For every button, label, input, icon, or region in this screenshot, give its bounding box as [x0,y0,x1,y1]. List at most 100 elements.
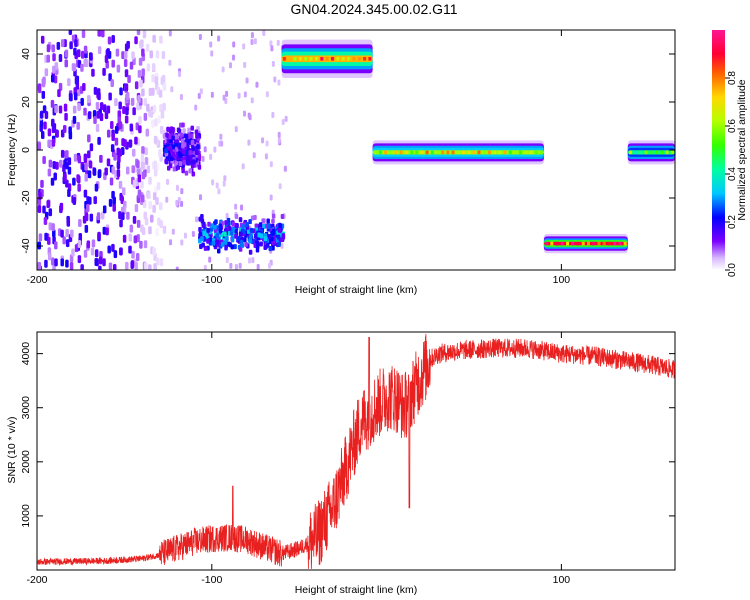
heatmap-cell [54,105,58,114]
heatmap-cell [78,232,83,241]
heatmap-cell [238,217,243,223]
heatmap-cell [247,139,251,146]
heatmap-cell [52,53,56,62]
heatmap-cell [52,160,56,169]
heatmap-cell [250,38,254,45]
heatmap-x-label: Height of straight line (km) [295,284,418,296]
heatmap-cell [127,75,131,84]
heatmap-cell [124,83,129,92]
heatmap-cell [77,103,81,112]
y-tick-label: 2000 [20,450,32,474]
heatmap-cell [96,110,101,119]
heatmap-cell [284,115,288,122]
heatmap-cell [140,153,145,162]
heatmap-cell [293,57,297,61]
heatmap-cell [94,249,99,258]
heatmap-cell [131,148,136,157]
heatmap-cell [277,79,281,86]
heatmap-cell [178,70,182,77]
heatmap-cell [243,237,247,243]
heatmap-cell [136,160,140,169]
heatmap-cell [128,139,133,148]
heatmap-cell [119,247,123,256]
heatmap-cell [63,159,67,168]
heatmap-cell [136,30,141,36]
heatmap-cell [102,67,106,76]
heatmap-cell [111,166,115,175]
heatmap-cell [174,138,178,144]
heatmap-cell [164,152,169,158]
heatmap-cell [40,130,45,139]
heatmap-cell [225,213,229,220]
heatmap-cell [47,252,52,261]
heatmap-cell [119,219,123,228]
heatmap-cell [165,196,169,203]
heatmap-cell [145,43,150,52]
heatmap-cell [283,165,287,172]
heatmap-cell [62,236,66,245]
heatmap-cell [238,246,243,252]
heatmap-cell [117,154,121,163]
heatmap-cell [152,192,157,201]
heatmap-cell [54,241,58,250]
heatmap-cell [143,240,148,249]
heatmap-cell [58,105,63,114]
heatmap-cell [124,115,129,124]
heatmap-cell [137,190,142,199]
heatmap-cell [38,233,43,242]
heatmap-cell [42,156,46,165]
heatmap-cell [153,135,158,144]
heatmap-cell [185,138,190,144]
heatmap-cell [187,156,192,162]
heatmap-cell [84,162,88,171]
heatmap-cell [229,262,233,269]
y-tick-label: -40 [20,238,32,253]
heatmap-cell [72,177,76,186]
heatmap-cell [144,157,149,166]
heatmap-cell [168,59,172,66]
heatmap-cell [73,92,78,101]
heatmap-cell [39,118,44,127]
heatmap-cell [76,121,80,130]
heatmap-cell [357,57,361,61]
heatmap-cell [98,256,103,265]
heatmap-cell [51,118,55,127]
heatmap-cell [76,88,81,97]
colorbar-label: Normalized spectral amplitude [736,79,748,220]
heatmap-cell [280,213,285,219]
heatmap-cell [211,240,216,246]
heatmap-cell [331,57,335,61]
heatmap-cell [281,233,286,239]
heatmap-cell [87,111,92,120]
heatmap-cell [203,146,207,153]
heatmap-cell [201,155,205,162]
heatmap-cell [180,188,184,195]
heatmap-cell [37,261,42,270]
heatmap-cell [655,150,659,155]
heatmap-cell [202,230,206,236]
heatmap-cell [209,237,213,243]
heatmap-cell [425,150,429,155]
heatmap-cell [175,185,179,192]
snr-panel: -200 -100 100 1000 2000 3000 4000 Height of s… [6,331,676,596]
figure-title: GN04.2024.345.00.02.G11 [290,1,457,17]
heatmap-cell [176,127,181,133]
heatmap-cell [121,51,125,60]
colorbar-tick-label: 0.0 [727,263,738,277]
heatmap-cell [160,76,165,85]
heatmap-cell [232,41,236,48]
heatmap-cell [171,151,175,157]
heatmap-cell [46,44,51,53]
heatmap-cell [44,68,49,77]
heatmap-cell [58,82,63,91]
heatmap-cell [513,150,517,155]
heatmap-cell [97,46,102,55]
heatmap-cell [277,131,281,138]
heatmap-cell [271,230,276,236]
heatmap-cell [456,150,460,155]
heatmap-cell [248,249,253,255]
heatmap-cell [125,166,130,175]
heatmap-cell [487,150,491,155]
heatmap-cell [169,156,174,162]
heatmap-cell [164,159,169,165]
